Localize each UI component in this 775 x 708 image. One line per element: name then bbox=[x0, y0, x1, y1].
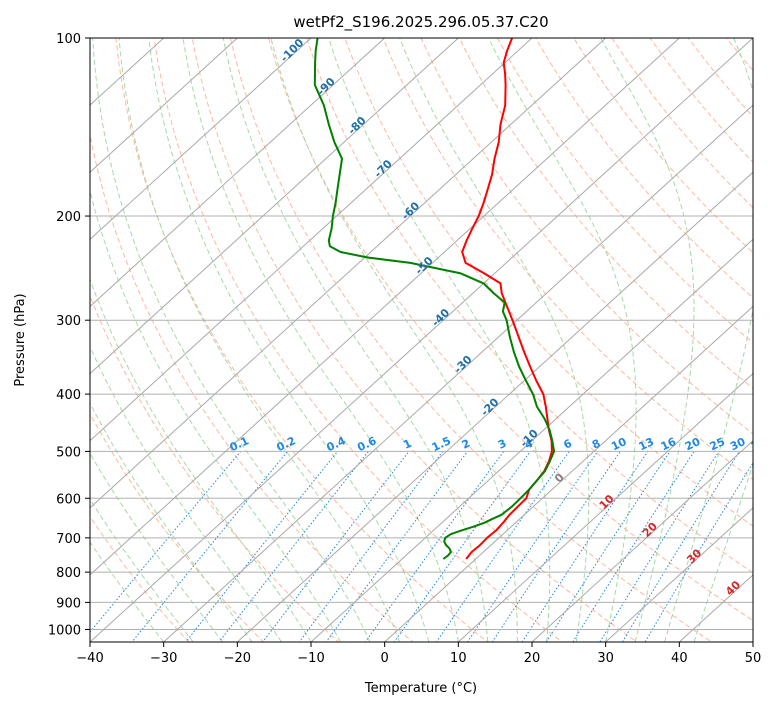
moist-adiabat-line bbox=[90, 188, 341, 642]
isotherm-line bbox=[90, 38, 459, 375]
dry-adiabat-line bbox=[90, 132, 414, 642]
y-tick-label: 500 bbox=[56, 445, 81, 460]
y-tick-label: 700 bbox=[56, 532, 81, 547]
mixing-ratio-label: 10 bbox=[609, 435, 629, 453]
mixing-ratio-label: 13 bbox=[637, 435, 656, 453]
y-axis-label: Pressure (hPa) bbox=[13, 293, 28, 386]
x-tick-label: 50 bbox=[745, 651, 762, 666]
moist-adiabat-line bbox=[664, 38, 753, 642]
moist-adiabat-line bbox=[90, 345, 282, 642]
y-tick-label: 200 bbox=[56, 210, 81, 225]
x-tick-label: 40 bbox=[671, 651, 688, 666]
y-tick-label: 300 bbox=[56, 314, 81, 329]
y-tick-label: 900 bbox=[56, 596, 81, 611]
isotherm-line bbox=[384, 305, 753, 642]
plot-frame bbox=[89, 37, 754, 643]
y-axis: 1000 900 800 700 600 500 400 300 200 100 bbox=[48, 32, 90, 638]
y-tick-label: 800 bbox=[56, 566, 81, 581]
dry-adiabat-line bbox=[115, 38, 489, 642]
moist-adiabat-line bbox=[90, 452, 224, 642]
moist-adiabat-line bbox=[148, 38, 430, 642]
isotherm-line bbox=[531, 439, 753, 642]
x-tick-label: 10 bbox=[450, 651, 467, 666]
isotherm-line bbox=[457, 372, 753, 642]
mixing-ratio-label: 30 bbox=[728, 435, 748, 453]
moist-adiabat-line bbox=[118, 38, 400, 642]
moist-adiabat-line bbox=[399, 38, 590, 642]
y-tick-label: 600 bbox=[56, 492, 81, 507]
isotherm-line bbox=[90, 38, 312, 241]
temperature-profile-line bbox=[461, 38, 553, 560]
isotherm-line bbox=[90, 38, 753, 642]
isotherm-line bbox=[605, 507, 753, 642]
isotherm-grid bbox=[90, 38, 753, 642]
x-axis: −40 −30 −20 −10 0 10 20 30 40 50 bbox=[76, 642, 761, 666]
sounding-series bbox=[313, 38, 556, 560]
isotherm-line bbox=[236, 171, 753, 642]
x-tick-label: 20 bbox=[524, 651, 541, 666]
isotherm-line bbox=[90, 38, 680, 576]
isotherm-line bbox=[163, 104, 753, 642]
mixing-ratio-label: 20 bbox=[683, 435, 703, 453]
dry-adiabat-line bbox=[535, 38, 753, 299]
moist-adiabat-line bbox=[600, 38, 695, 642]
mixing-ratio-label: 25 bbox=[708, 435, 727, 453]
y-tick-label: 100 bbox=[56, 32, 81, 47]
x-tick-label: −20 bbox=[224, 651, 251, 666]
x-tick-label: −30 bbox=[150, 651, 177, 666]
x-tick-label: −10 bbox=[297, 651, 324, 666]
isotherm-line bbox=[90, 38, 607, 509]
isobar-grid bbox=[90, 38, 753, 630]
dewpoint-profile-line bbox=[313, 38, 556, 560]
moist-adiabat-line bbox=[222, 38, 489, 642]
y-tick-label: 1000 bbox=[48, 623, 81, 638]
mixing-ratio-label: 16 bbox=[659, 435, 679, 453]
x-tick-label: 30 bbox=[597, 651, 614, 666]
dry-adiabat-line bbox=[90, 412, 265, 642]
moist-adiabat-line bbox=[488, 38, 637, 642]
isotherm-line bbox=[90, 38, 386, 308]
dry-adiabat-line bbox=[420, 38, 753, 435]
moist-adiabat-line bbox=[90, 402, 253, 642]
isotherm-line bbox=[310, 238, 753, 642]
x-tick-label: −40 bbox=[76, 651, 103, 666]
x-axis-label: Temperature (°C) bbox=[364, 681, 477, 696]
moist-adiabat-line bbox=[270, 38, 518, 642]
isotherm-line bbox=[90, 38, 238, 173]
x-tick-label: 0 bbox=[381, 651, 389, 666]
dry-adiabat-line bbox=[90, 515, 190, 642]
moist-adiabat-line bbox=[693, 463, 753, 642]
plot-area: 0.10.20.40.611.52346810131620253036-100-… bbox=[90, 38, 769, 642]
isotherm-line bbox=[90, 38, 533, 442]
y-tick-label: 400 bbox=[56, 388, 81, 403]
chart-title: wetPf2_S196.2025.296.05.37.C20 bbox=[293, 13, 548, 32]
dry-adiabat-line bbox=[496, 38, 753, 344]
mixing-ratio-label: 36 bbox=[749, 435, 769, 453]
moist-adiabat-line bbox=[182, 38, 459, 642]
